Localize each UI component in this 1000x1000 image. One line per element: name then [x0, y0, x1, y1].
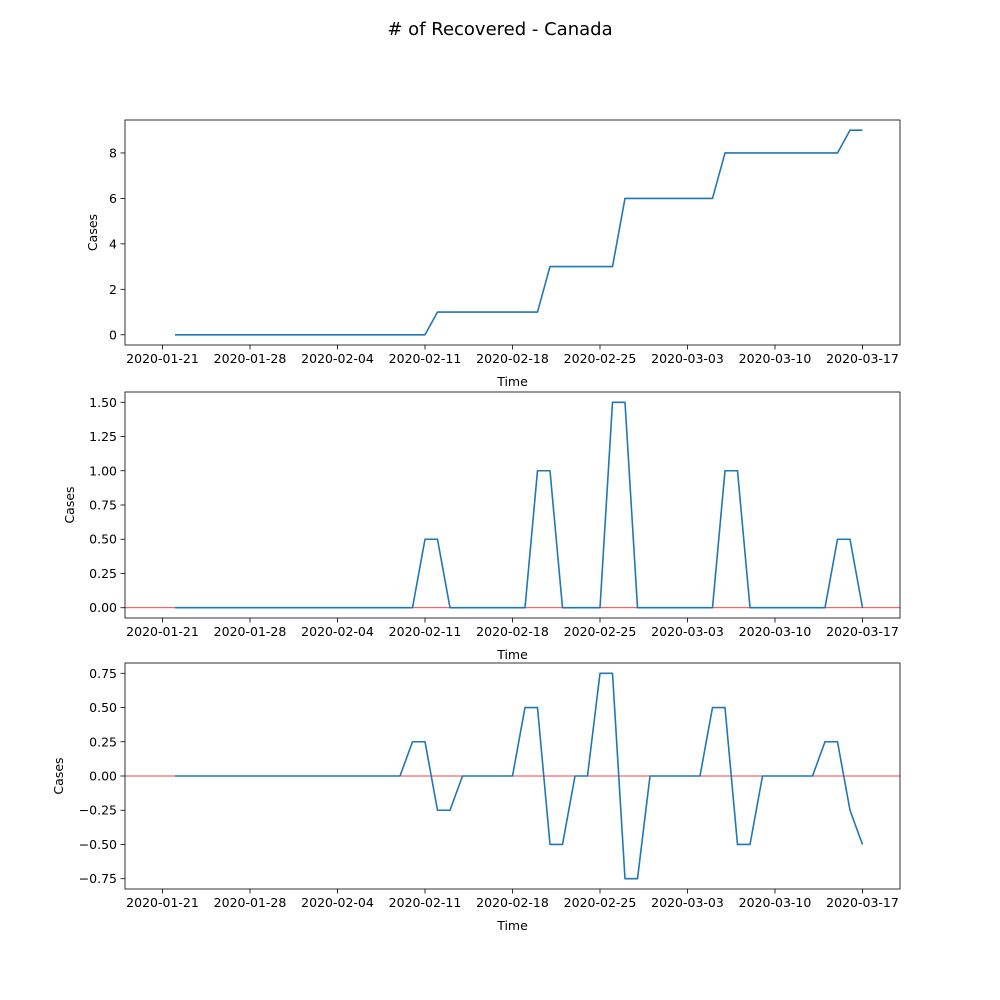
x-tick-label: 2020-02-18 [476, 351, 549, 366]
y-tick-label: 0.25 [89, 566, 117, 581]
subplot-3: 2020-01-21 2020-01-28 2020-02-04 2020-02-11… [51, 662, 901, 933]
x-tick-label: 2020-01-21 [126, 624, 199, 639]
x-tick-label: 2020-01-28 [214, 895, 287, 910]
x-tick-label: 2020-02-11 [389, 624, 462, 639]
y-tick-label: 4 [109, 236, 117, 251]
y-tick-label: 0 [109, 327, 117, 342]
x-tick-label: 2020-02-04 [301, 895, 374, 910]
x-tick-label: 2020-03-10 [739, 895, 812, 910]
y-tick-label: 8 [109, 145, 117, 160]
x-tick-label: 2020-03-17 [826, 351, 899, 366]
figure-title: # of Recovered - Canada [387, 19, 612, 40]
x-tick-label: 2020-02-04 [301, 351, 374, 366]
x-tick-label: 2020-01-28 [214, 351, 287, 366]
x-tick-label: 2020-03-03 [651, 351, 724, 366]
y-tick-label: 6 [109, 191, 117, 206]
y-axis-label: Cases [51, 757, 66, 794]
x-tick-label: 2020-02-11 [389, 895, 462, 910]
y-tick-label: 1.25 [89, 429, 117, 444]
y-axis-label: Cases [62, 486, 77, 523]
x-tick-label: 2020-02-25 [564, 895, 637, 910]
series-line-1 [175, 401, 864, 609]
x-axis-label: Time [496, 374, 528, 389]
x-axis-label: Time [496, 918, 528, 933]
y-tick-label: 0.25 [89, 734, 117, 749]
y-tick-label: −0.50 [79, 837, 117, 852]
x-tick-label: 2020-02-25 [564, 351, 637, 366]
x-tick-label: 2020-01-21 [126, 895, 199, 910]
y-tick-label: −0.75 [79, 871, 117, 886]
subplot-1: 2020-01-21 2020-01-28 2020-02-04 2020-02-11… [85, 119, 901, 389]
y-tick-label: 1.00 [89, 463, 117, 478]
y-tick-label: 0.75 [89, 498, 117, 513]
x-axis-label: Time [496, 647, 528, 662]
y-tick-label: 0.00 [89, 769, 117, 784]
x-tick-label: 2020-01-21 [126, 351, 199, 366]
series-line-1 [175, 129, 863, 336]
y-tick-label: 0.50 [89, 700, 117, 715]
y-tick-label: 0.00 [89, 600, 117, 615]
x-tick-label: 2020-03-17 [826, 624, 899, 639]
x-tick-label: 2020-02-11 [389, 351, 462, 366]
y-tick-label: 1.50 [89, 395, 117, 410]
x-tick-label: 2020-02-25 [564, 624, 637, 639]
x-tick-label: 2020-03-03 [651, 624, 724, 639]
y-tick-label: −0.25 [79, 803, 117, 818]
y-tick-label: 0.50 [89, 532, 117, 547]
x-tick-label: 2020-02-18 [476, 624, 549, 639]
x-tick-label: 2020-02-04 [301, 624, 374, 639]
x-tick-label: 2020-03-03 [651, 895, 724, 910]
series-line-1 [175, 672, 864, 880]
x-tick-label: 2020-03-10 [739, 351, 812, 366]
x-tick-label: 2020-01-28 [214, 624, 287, 639]
x-tick-label: 2020-03-10 [739, 624, 812, 639]
axes-frame [124, 391, 901, 619]
x-tick-label: 2020-02-18 [476, 895, 549, 910]
x-tick-label: 2020-03-17 [826, 895, 899, 910]
y-tick-label: 2 [109, 282, 117, 297]
subplot-2: 2020-01-21 2020-01-28 2020-02-04 2020-02-11… [62, 391, 901, 662]
y-tick-label: 0.75 [89, 666, 117, 681]
y-axis-label: Cases [85, 214, 100, 251]
